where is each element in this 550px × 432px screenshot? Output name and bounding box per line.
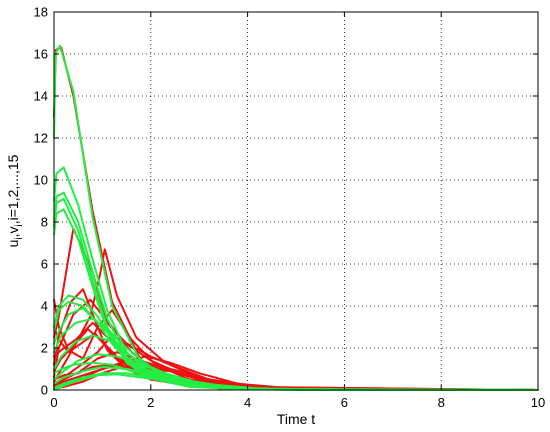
x-tick-label: 10: [531, 395, 545, 410]
y-label-u: u: [5, 240, 21, 248]
y-label-v: ,v: [5, 226, 21, 237]
plot-frame: [53, 11, 539, 391]
y-tick-label: 18: [34, 5, 48, 20]
y-tick-label: 4: [41, 299, 48, 314]
plot-background: [54, 12, 538, 390]
y-label-rest: ,i=1,2,...,15: [5, 154, 21, 224]
y-tick-label: 16: [34, 47, 48, 62]
x-tick-label: 0: [50, 395, 57, 410]
x-tick-label: 4: [244, 395, 251, 410]
y-tick-label: 14: [34, 89, 48, 104]
y-tick-label: 2: [41, 341, 48, 356]
y-label-sub-i1: i: [14, 237, 25, 239]
x-tick-label: 2: [147, 395, 154, 410]
y-tick-label: 12: [34, 131, 48, 146]
y-tick-label: 0: [41, 383, 48, 398]
series-line-u-15: [53, 363, 539, 391]
y-axis-label: ui,vi,i=1,2,...,15: [5, 154, 25, 247]
series-layer: [53, 44, 539, 391]
axis-ticks: 0 2 4 6 8 10 0 2 4 6 8 10 12 14 16 18: [34, 5, 546, 411]
y-label-sub-i2: i: [14, 224, 25, 226]
series-line-v-15: [53, 373, 539, 391]
x-tick-label: 6: [341, 395, 348, 410]
x-tick-label: 8: [438, 395, 445, 410]
series-line-u-8: [53, 355, 539, 391]
y-tick-label: 8: [41, 215, 48, 230]
y-tick-label: 6: [41, 257, 48, 272]
x-axis-label: Time t: [277, 411, 315, 427]
y-tick-label: 10: [34, 173, 48, 188]
